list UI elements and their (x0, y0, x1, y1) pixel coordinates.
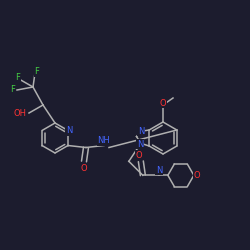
Text: F: F (34, 68, 40, 76)
Text: N: N (138, 127, 144, 136)
Text: N: N (137, 140, 143, 149)
Text: F: F (10, 86, 15, 94)
Text: NH: NH (98, 136, 110, 145)
Text: F: F (16, 74, 20, 82)
Text: OH: OH (14, 108, 27, 118)
Text: O: O (81, 164, 87, 173)
Text: O: O (194, 171, 200, 180)
Text: O: O (160, 98, 166, 108)
Text: N: N (156, 166, 162, 175)
Text: N: N (66, 126, 72, 135)
Text: O: O (136, 151, 142, 160)
